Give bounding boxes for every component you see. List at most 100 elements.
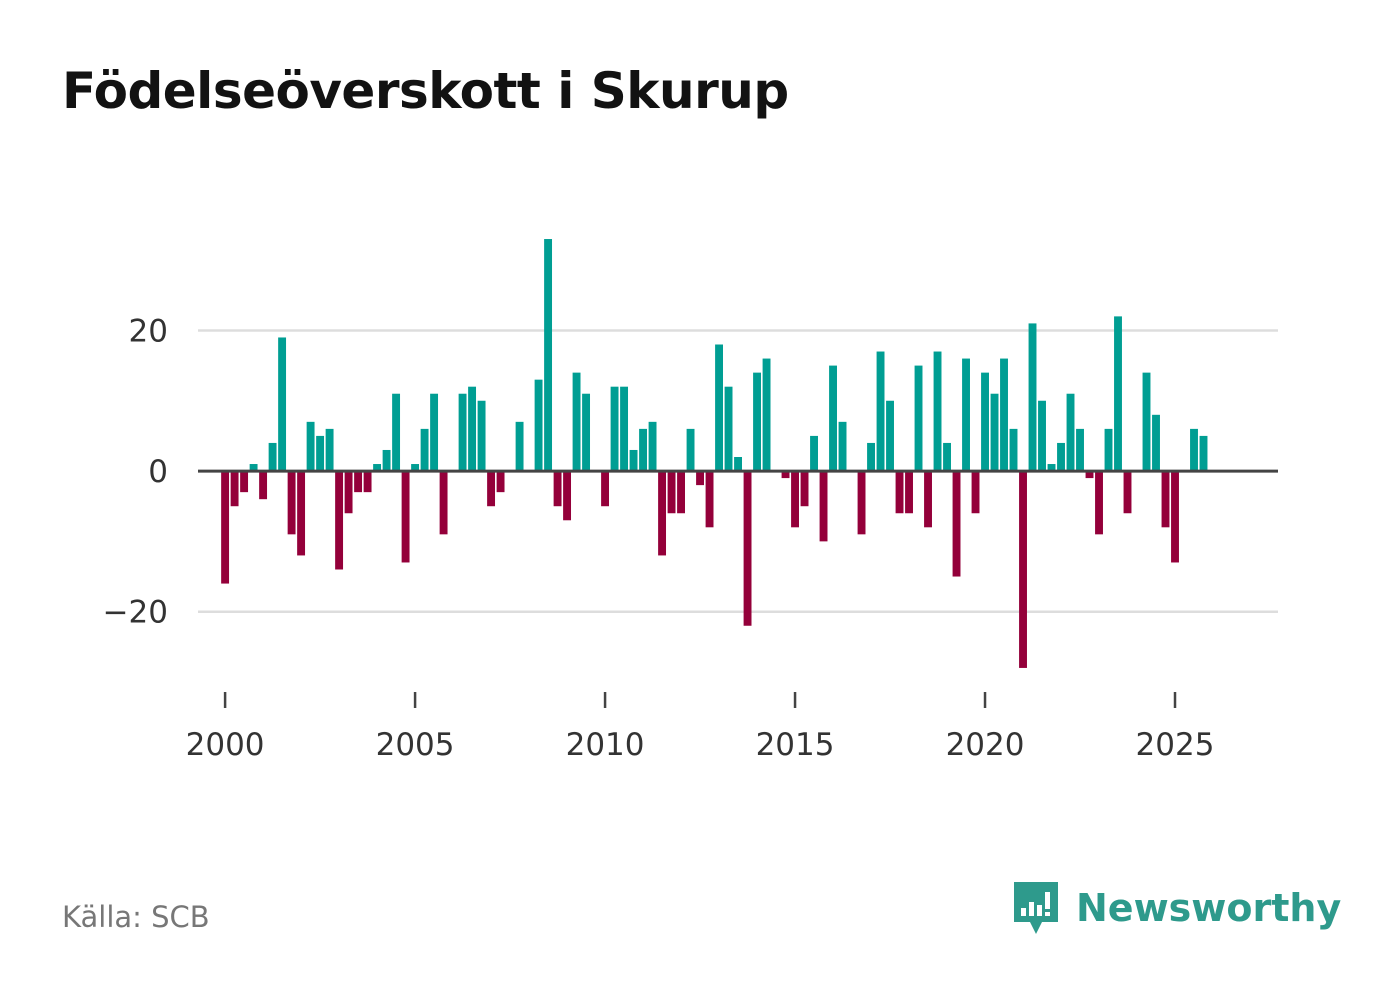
- bar: [781, 471, 790, 479]
- bar: [477, 400, 486, 472]
- bar: [335, 471, 344, 570]
- bar: [468, 386, 477, 472]
- newsworthy-icon: [1014, 882, 1058, 934]
- bar: [686, 428, 695, 472]
- bar: [819, 471, 828, 542]
- bar: [886, 400, 894, 472]
- bar: [867, 442, 875, 472]
- bar: [1028, 323, 1037, 472]
- bar: [278, 337, 287, 472]
- bar: [791, 471, 799, 528]
- y-axis-labels: −20 0 20: [103, 313, 168, 630]
- bar: [563, 471, 572, 521]
- bar: [629, 449, 638, 472]
- x-tick-label: 2015: [756, 727, 835, 763]
- bar: [648, 421, 657, 472]
- chart-title: Födelseöverskott i Skurup: [62, 62, 789, 120]
- bar: [696, 471, 704, 486]
- bar: [553, 471, 562, 507]
- bar: [800, 471, 809, 507]
- x-tick-label: 2000: [186, 727, 265, 763]
- bar: [392, 393, 401, 472]
- bar: [924, 471, 932, 528]
- bar: [582, 393, 591, 472]
- bar: [620, 386, 629, 472]
- bar: [639, 428, 648, 472]
- bar: [1066, 393, 1075, 472]
- bars: [221, 239, 1208, 668]
- bar: [373, 464, 382, 472]
- bar: [325, 428, 334, 472]
- bar: [981, 372, 989, 472]
- x-tick-label: 2020: [946, 727, 1025, 763]
- x-tick-label: 2025: [1136, 727, 1215, 763]
- bar: [1114, 316, 1122, 472]
- bar: [762, 358, 771, 472]
- bar: [962, 358, 970, 472]
- y-tick-label: −20: [103, 595, 168, 631]
- bar: [1009, 428, 1018, 472]
- bar: [382, 449, 391, 472]
- x-tick-label: 2005: [376, 727, 455, 763]
- bar: [439, 471, 448, 535]
- bar: [221, 471, 230, 584]
- bar: [905, 471, 913, 514]
- bar: [610, 386, 619, 472]
- bar: [430, 393, 439, 472]
- bar: [1152, 414, 1160, 472]
- bar: [1095, 471, 1103, 535]
- y-tick-label: 20: [129, 313, 168, 349]
- bar: [515, 421, 524, 472]
- bar: [1142, 372, 1151, 472]
- bar: [734, 457, 742, 472]
- source-label: Källa: SCB: [62, 900, 210, 934]
- bar: [1019, 471, 1027, 668]
- bar: [667, 471, 676, 514]
- bar: [487, 471, 496, 507]
- bar: [401, 471, 410, 563]
- bar: [230, 471, 239, 507]
- bar: [753, 372, 761, 472]
- bar: [287, 471, 296, 535]
- bar: [496, 471, 505, 493]
- bar: [933, 351, 942, 472]
- bar: [677, 471, 685, 514]
- bar: [1190, 428, 1198, 472]
- bar: [1171, 471, 1179, 563]
- bar: [914, 365, 923, 472]
- bar: [1047, 464, 1056, 472]
- bar: [354, 471, 363, 493]
- bar: [249, 464, 258, 472]
- bar: [259, 471, 268, 500]
- bar: [534, 379, 543, 472]
- bar: [952, 471, 961, 577]
- bar: [306, 421, 315, 472]
- bar: [990, 393, 999, 472]
- brand-name: Newsworthy: [1076, 886, 1342, 930]
- bar: [240, 471, 249, 493]
- bar: [876, 351, 885, 472]
- gridlines: [198, 329, 1278, 613]
- bar: [1123, 471, 1132, 514]
- bar: [1038, 400, 1046, 472]
- bar: [1000, 358, 1008, 472]
- bar: [810, 435, 818, 472]
- bar: [658, 471, 667, 556]
- bar: [1085, 471, 1094, 479]
- bar: [971, 471, 980, 514]
- bar: [344, 471, 353, 514]
- y-tick-label: 0: [148, 454, 168, 490]
- bar: [297, 471, 306, 556]
- bar: [1076, 428, 1084, 472]
- bar: [724, 386, 733, 472]
- x-tick-label: 2010: [566, 727, 645, 763]
- bar: [1161, 471, 1170, 528]
- bar: [943, 442, 951, 472]
- bar: [268, 442, 277, 472]
- bar: [458, 393, 467, 472]
- bar: [838, 421, 847, 472]
- bar: [601, 471, 610, 507]
- bar: [411, 464, 420, 472]
- bar: [572, 372, 581, 472]
